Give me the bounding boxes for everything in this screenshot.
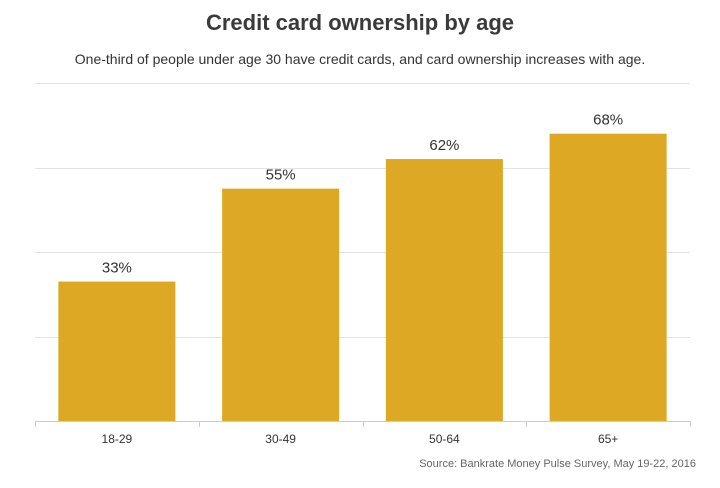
data-label: 33% (102, 260, 132, 277)
x-tick-label: 18-29 (102, 432, 133, 446)
data-label: 62% (429, 137, 459, 154)
data-labels: 33% 55% 62% 68% (102, 112, 623, 277)
data-label: 55% (266, 167, 296, 184)
chart-subtitle: One-third of people under age 30 have cr… (74, 51, 646, 67)
data-label: 68% (593, 112, 623, 129)
bar-50-64 (385, 159, 503, 422)
x-tick-label: 65+ (598, 432, 618, 446)
bar-18-29 (58, 281, 176, 421)
chart-title: Credit card ownership by age (205, 10, 515, 35)
x-axis: 18-29 30-49 50-64 65+ (35, 421, 691, 446)
bars (58, 133, 667, 422)
source-note: Source: Bankrate Money Pulse Survey, May… (419, 458, 696, 470)
bar-65+ (549, 133, 667, 421)
bar-30-49 (222, 188, 340, 421)
x-tick-label: 30-49 (265, 432, 296, 446)
x-tick-label: 50-64 (429, 432, 460, 446)
